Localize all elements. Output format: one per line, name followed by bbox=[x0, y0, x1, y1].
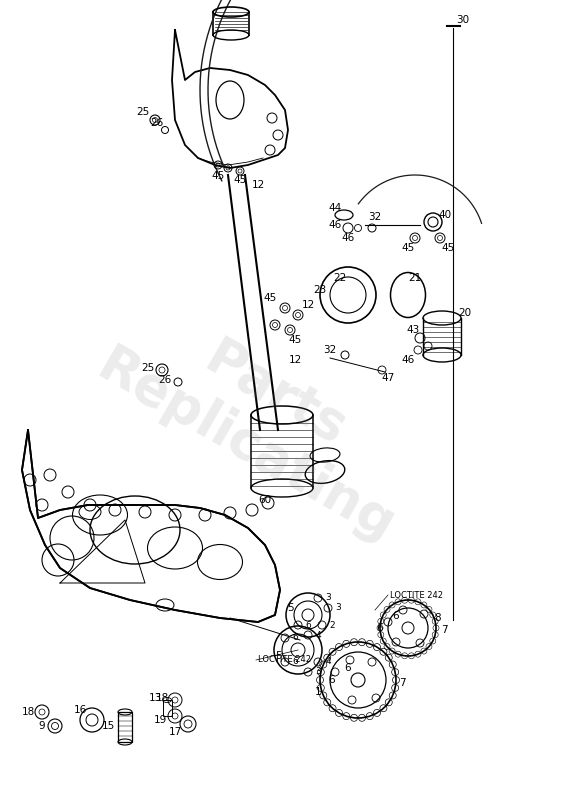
Text: 6: 6 bbox=[305, 620, 311, 630]
Text: 30: 30 bbox=[457, 15, 470, 25]
Text: 6: 6 bbox=[292, 657, 298, 667]
Text: 43: 43 bbox=[406, 325, 420, 335]
Text: 15: 15 bbox=[101, 721, 115, 731]
Text: 44: 44 bbox=[328, 203, 341, 213]
Text: 6: 6 bbox=[292, 634, 298, 642]
Text: 23: 23 bbox=[314, 285, 327, 295]
Text: 4: 4 bbox=[315, 630, 321, 639]
Text: 6: 6 bbox=[345, 663, 352, 673]
Bar bbox=[163, 700, 172, 716]
Text: 22: 22 bbox=[333, 273, 346, 283]
Text: LOCTITE 242: LOCTITE 242 bbox=[390, 591, 443, 600]
Text: 18: 18 bbox=[156, 693, 169, 703]
Text: 7: 7 bbox=[399, 678, 406, 688]
Text: 3: 3 bbox=[335, 604, 341, 612]
Text: 16: 16 bbox=[73, 705, 87, 715]
Text: 46: 46 bbox=[341, 233, 354, 243]
Text: 26: 26 bbox=[151, 118, 164, 128]
Text: 3: 3 bbox=[315, 668, 321, 676]
Text: 45: 45 bbox=[233, 175, 247, 185]
Text: 45: 45 bbox=[264, 293, 277, 303]
Polygon shape bbox=[22, 430, 280, 622]
Text: 6: 6 bbox=[329, 675, 335, 685]
Text: 8: 8 bbox=[435, 613, 441, 623]
Text: 6: 6 bbox=[392, 611, 399, 621]
Text: 9: 9 bbox=[39, 721, 45, 731]
Text: 32: 32 bbox=[369, 212, 382, 222]
Text: 20: 20 bbox=[458, 308, 471, 318]
Text: 5: 5 bbox=[287, 603, 293, 613]
Text: 18: 18 bbox=[22, 707, 35, 717]
Text: 25: 25 bbox=[136, 107, 149, 117]
Text: 46: 46 bbox=[402, 355, 415, 365]
Text: 4: 4 bbox=[325, 657, 331, 667]
Text: 5: 5 bbox=[275, 651, 281, 661]
Text: 32: 32 bbox=[323, 345, 337, 355]
Text: Parts
Replicating: Parts Replicating bbox=[87, 288, 433, 552]
Text: 12: 12 bbox=[252, 180, 265, 190]
Text: 6: 6 bbox=[377, 623, 383, 633]
Text: 12: 12 bbox=[289, 355, 302, 365]
Text: 13: 13 bbox=[148, 693, 162, 703]
Text: 46: 46 bbox=[328, 220, 341, 230]
Text: 45: 45 bbox=[402, 243, 415, 253]
Text: 1: 1 bbox=[315, 687, 321, 697]
Text: 2: 2 bbox=[329, 620, 335, 630]
Text: 21: 21 bbox=[408, 273, 421, 283]
Text: LOCTITE 242: LOCTITE 242 bbox=[258, 656, 311, 664]
Text: 26: 26 bbox=[158, 375, 172, 385]
Text: 19: 19 bbox=[153, 715, 166, 725]
Text: 25: 25 bbox=[141, 363, 154, 373]
Text: 45: 45 bbox=[441, 243, 454, 253]
Text: 12: 12 bbox=[302, 300, 315, 310]
Text: 3: 3 bbox=[325, 593, 331, 603]
Text: 7: 7 bbox=[441, 625, 448, 635]
Text: 40: 40 bbox=[438, 210, 452, 220]
Text: 60: 60 bbox=[258, 495, 272, 505]
Bar bbox=[118, 712, 132, 742]
Text: 45: 45 bbox=[211, 171, 224, 181]
Text: 45: 45 bbox=[289, 335, 302, 345]
Text: 17: 17 bbox=[168, 727, 182, 737]
Text: 47: 47 bbox=[381, 373, 395, 383]
